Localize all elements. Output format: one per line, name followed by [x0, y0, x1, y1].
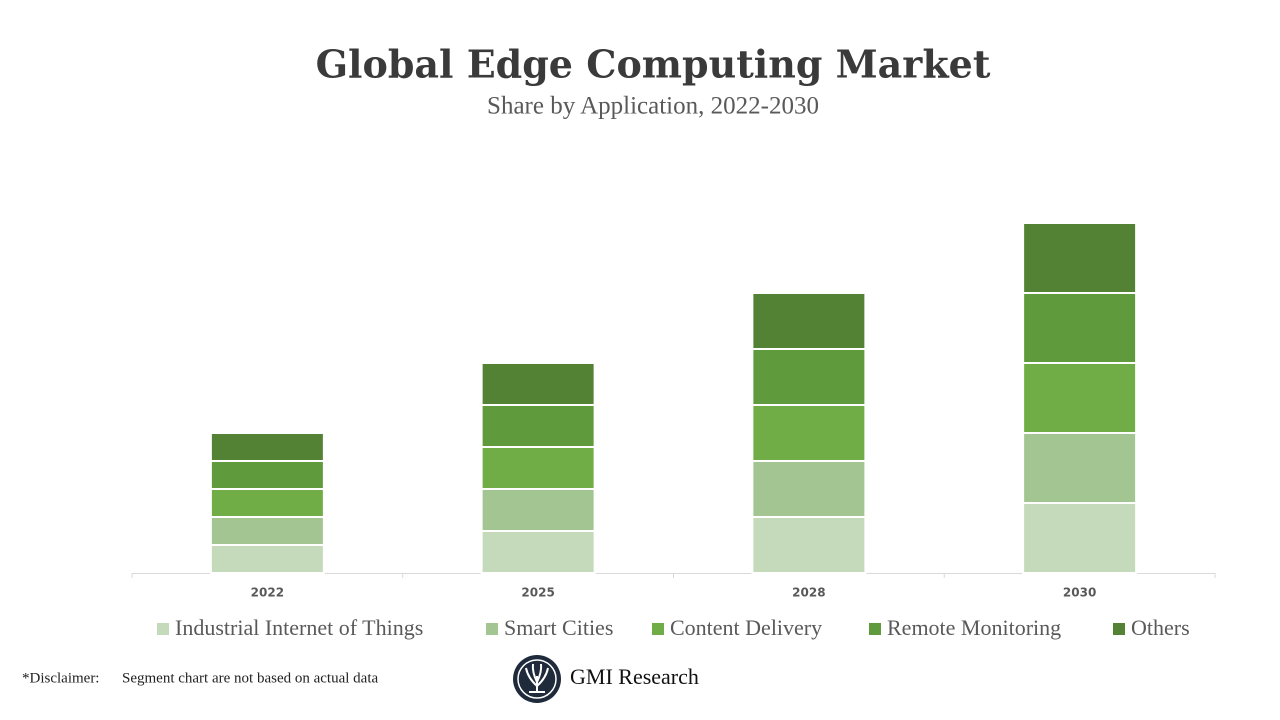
bar-segment	[751, 404, 867, 462]
legend-label: Smart Cities	[504, 615, 613, 640]
legend-label: Content Delivery	[670, 615, 822, 640]
bar-segment	[480, 404, 596, 448]
bar-segment	[209, 488, 325, 518]
bar-segment	[1022, 292, 1138, 364]
bar-segment	[480, 446, 596, 490]
bar-segment	[1022, 362, 1138, 434]
bar-segment	[209, 544, 325, 574]
bar-segment	[209, 460, 325, 490]
bar-segment	[480, 362, 596, 406]
chart-subtitle: Share by Application, 2022-2030	[487, 93, 819, 120]
bar-segment	[751, 292, 867, 350]
bar-segment	[751, 516, 867, 574]
bar-segment	[480, 488, 596, 532]
bar-segment	[751, 460, 867, 518]
bar-segment	[1022, 222, 1138, 294]
legend-label: Remote Monitoring	[887, 615, 1061, 640]
x-tick-label: 2030	[1063, 586, 1096, 600]
chart-title: Global Edge Computing Market	[316, 42, 991, 87]
legend-label: Others	[1131, 615, 1190, 640]
legend-label: Industrial Internet of Things	[175, 615, 423, 640]
legend-swatch	[486, 623, 498, 635]
legend-swatch	[652, 623, 664, 635]
bar-segment	[209, 516, 325, 546]
legend-swatch	[157, 623, 169, 635]
bar-segment	[751, 348, 867, 406]
bar-segment	[1022, 432, 1138, 504]
x-tick-label: 2028	[792, 586, 825, 600]
disclaimer-label: *Disclaimer:	[22, 670, 99, 686]
x-tick-label: 2025	[521, 586, 554, 600]
bar-segment	[1022, 502, 1138, 574]
logo	[513, 655, 561, 703]
legend-swatch	[1113, 623, 1125, 635]
disclaimer-text: Segment chart are not based on actual da…	[122, 670, 378, 686]
legend-swatch	[869, 623, 881, 635]
brand-name: GMI Research	[570, 664, 699, 689]
x-tick-label: 2022	[251, 586, 284, 600]
bar-segment	[209, 432, 325, 462]
bar-segment	[480, 530, 596, 574]
